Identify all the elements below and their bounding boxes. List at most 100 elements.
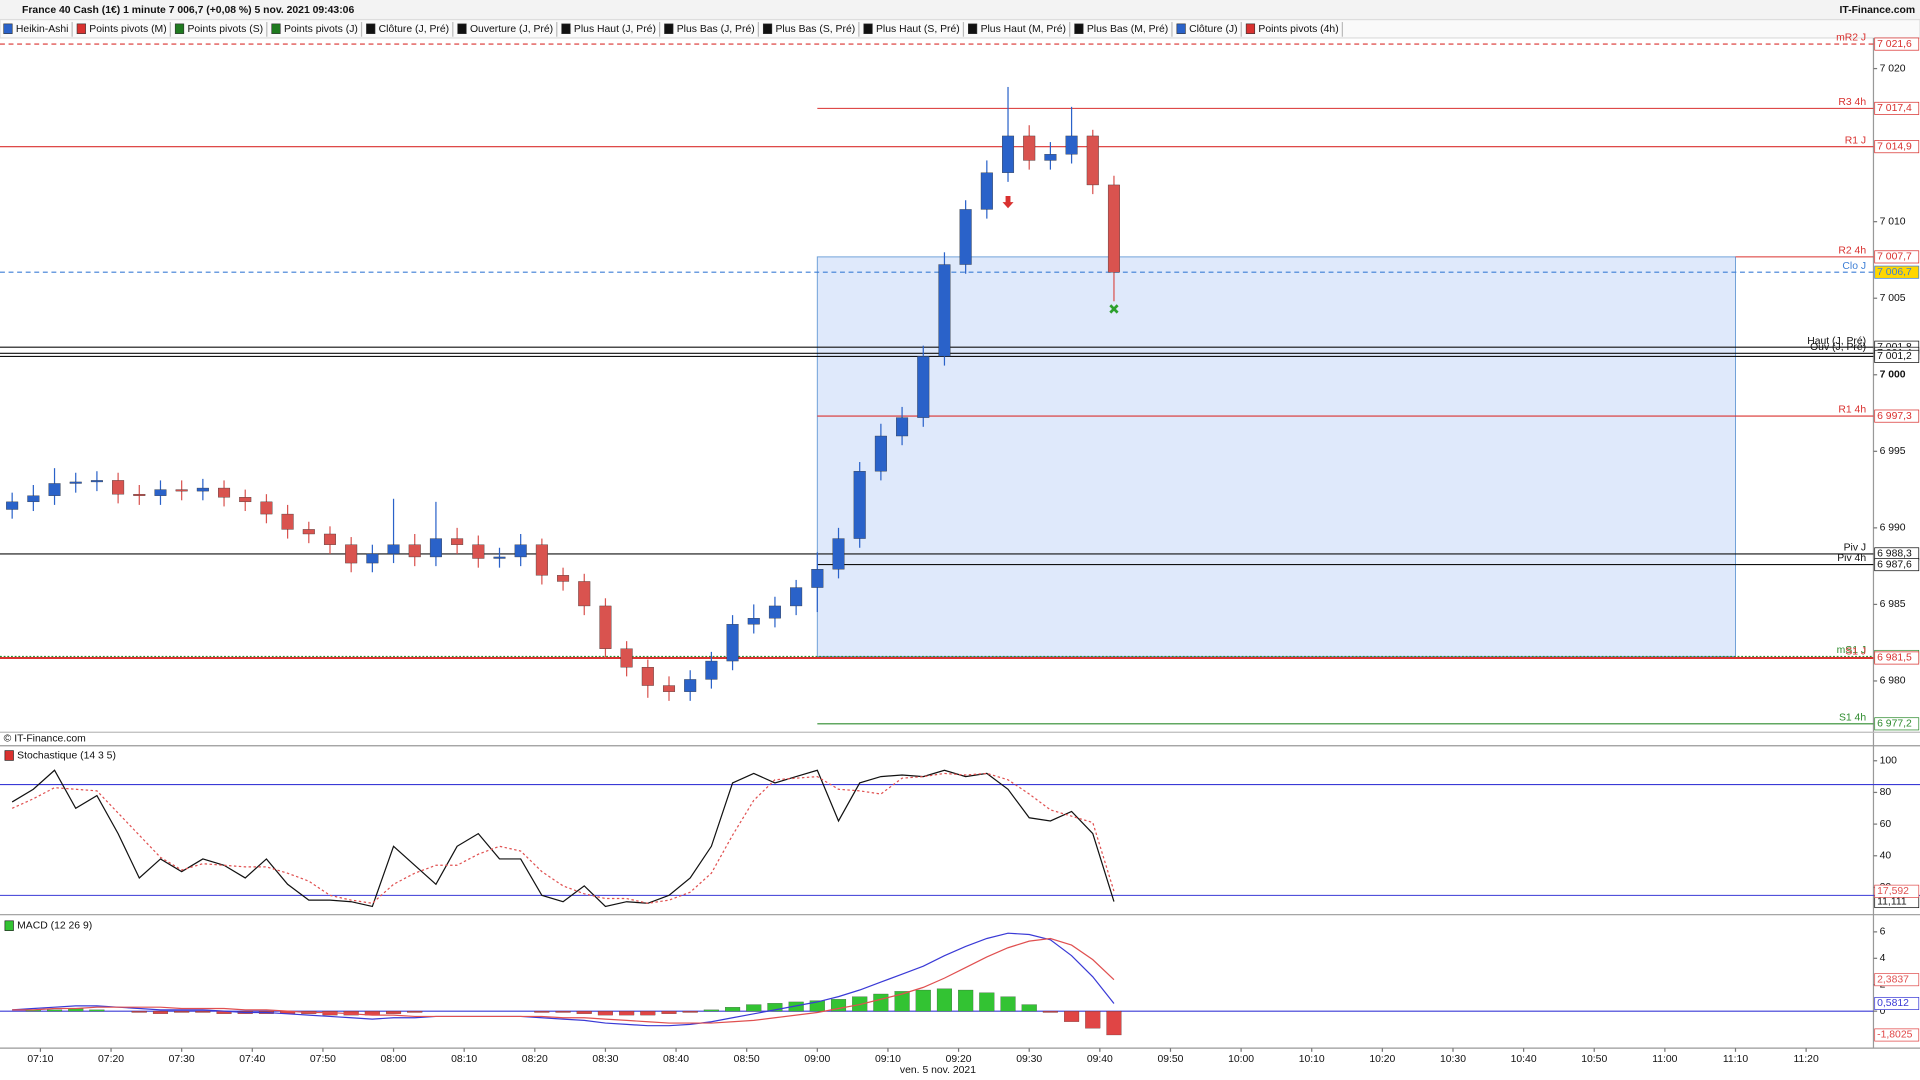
- histogram-bar: [1064, 1011, 1080, 1022]
- y-tick-label: 6 985: [1880, 599, 1906, 610]
- signal-arrow: [1002, 195, 1014, 209]
- x-tick-label: 07:30: [169, 1054, 195, 1065]
- histogram-bar: [661, 1011, 677, 1014]
- x-tick-label: 08:00: [381, 1054, 407, 1065]
- histogram-bar: [534, 1011, 550, 1013]
- toolbar-button[interactable]: Points pivots (4h): [1258, 24, 1338, 35]
- candle-body: [90, 480, 103, 483]
- candle-body: [599, 605, 612, 649]
- candle-body: [133, 493, 146, 496]
- candle-body: [112, 480, 125, 495]
- y-tick-label: 6: [1880, 927, 1886, 938]
- toolbar-button[interactable]: Plus Bas (S, Pré): [776, 24, 856, 35]
- x-tick-label: 07:40: [239, 1054, 265, 1065]
- candle-body: [472, 544, 485, 559]
- y-tick-label: 0: [1880, 1006, 1886, 1017]
- toolbar-button[interactable]: Heikin-Ashi: [16, 24, 69, 35]
- histogram-bar: [915, 989, 931, 1012]
- level-value: 6 987,6: [1877, 559, 1912, 570]
- candle-body: [6, 501, 19, 510]
- x-tick-label: 08:20: [522, 1054, 548, 1065]
- toolbar-button[interactable]: Points pivots (M): [89, 24, 166, 35]
- candle-body: [1065, 135, 1078, 155]
- candle-body: [514, 544, 527, 558]
- level-value: 6 981,5: [1877, 653, 1912, 664]
- panel-icon: [4, 920, 14, 931]
- x-tick-label: 11:20: [1794, 1054, 1819, 1065]
- histogram-bar: [640, 1011, 656, 1016]
- level-name: R1 4h: [1838, 405, 1866, 416]
- last-value-box: [1874, 1028, 1920, 1042]
- candle-body: [493, 556, 506, 559]
- candle-body: [48, 483, 61, 496]
- candle-body: [260, 501, 273, 515]
- x-tick-label: 07:50: [310, 1054, 336, 1065]
- toolbar-button[interactable]: Plus Bas (M, Pré): [1087, 24, 1168, 35]
- candle-body: [726, 624, 739, 662]
- toolbar-button[interactable]: Points pivots (S): [187, 24, 263, 35]
- x-tick-label: 10:50: [1581, 1054, 1607, 1065]
- level-value-box: [1874, 717, 1920, 731]
- toolbar-button[interactable]: Ouverture (J, Pré): [470, 24, 553, 35]
- toolbar-button[interactable]: Clôture (J): [1189, 24, 1238, 35]
- x-tick-label: 09:30: [1016, 1054, 1042, 1065]
- level-value-box: [1874, 651, 1920, 665]
- candle-body: [239, 497, 252, 503]
- toolbar-icon: [561, 23, 571, 34]
- candle-body: [832, 538, 845, 570]
- candle-body: [980, 172, 993, 210]
- level-value-box: [1874, 265, 1920, 279]
- histogram-bar: [195, 1011, 211, 1013]
- toolbar-button[interactable]: Points pivots (J): [284, 24, 358, 35]
- level-name: R2 4h: [1838, 246, 1866, 257]
- histogram-bar: [703, 1009, 719, 1012]
- level-value-box: [1874, 558, 1920, 572]
- watermark: © IT-Finance.com: [4, 734, 86, 745]
- candle-body: [684, 679, 697, 692]
- toolbar-icon: [457, 23, 467, 34]
- candle-body: [1023, 135, 1036, 161]
- toolbar-button[interactable]: Plus Haut (M, Pré): [981, 24, 1066, 35]
- histogram-bar: [1085, 1011, 1101, 1029]
- toolbar-button[interactable]: Plus Haut (S, Pré): [876, 24, 960, 35]
- level-value: 7 007,7: [1877, 252, 1912, 263]
- x-tick-label: 09:20: [946, 1054, 972, 1065]
- x-tick-label: 11:00: [1652, 1054, 1677, 1065]
- histogram-bar: [979, 992, 995, 1012]
- candle-body: [578, 581, 591, 607]
- x-tick-label: 08:40: [663, 1054, 689, 1065]
- series-line: [11, 769, 1115, 908]
- y-tick-label: 7 010: [1880, 216, 1906, 227]
- toolbar-button[interactable]: Clôture (J, Pré): [379, 24, 449, 35]
- toolbar-button[interactable]: Plus Haut (J, Pré): [574, 24, 656, 35]
- x-tick-label: 10:10: [1299, 1054, 1325, 1065]
- candle-body: [1086, 135, 1099, 186]
- toolbar-button[interactable]: Plus Bas (J, Pré): [677, 24, 755, 35]
- candle-body: [69, 481, 82, 484]
- histogram-bar: [873, 993, 889, 1012]
- candle-body: [557, 575, 570, 582]
- histogram-bar: [852, 996, 868, 1012]
- signal-cross: [1109, 304, 1119, 314]
- histogram-bar: [1000, 996, 1016, 1012]
- level-value-box: [1874, 140, 1920, 154]
- range-zone: [816, 256, 1736, 657]
- toolbar-icon: [1176, 23, 1186, 34]
- candle-body: [641, 666, 654, 686]
- histogram-bar: [174, 1011, 190, 1013]
- histogram-bar: [936, 988, 952, 1012]
- x-tick-label: 08:30: [592, 1054, 618, 1065]
- level-name: mS1 J: [1837, 645, 1866, 656]
- toolbar: [0, 18, 1920, 39]
- panel-title: Stochastique (14 3 5): [17, 750, 116, 761]
- histogram-bar: [725, 1007, 741, 1012]
- x-tick-label: 10:00: [1228, 1054, 1254, 1065]
- candle-body: [302, 529, 315, 535]
- candle-body: [27, 495, 40, 503]
- toolbar-icon: [366, 23, 376, 34]
- last-value: 0,5812: [1877, 998, 1909, 1009]
- level-value: 7 014,9: [1877, 141, 1912, 152]
- candle-body: [853, 471, 866, 539]
- level-name: Haut (J, Pré): [1807, 336, 1866, 347]
